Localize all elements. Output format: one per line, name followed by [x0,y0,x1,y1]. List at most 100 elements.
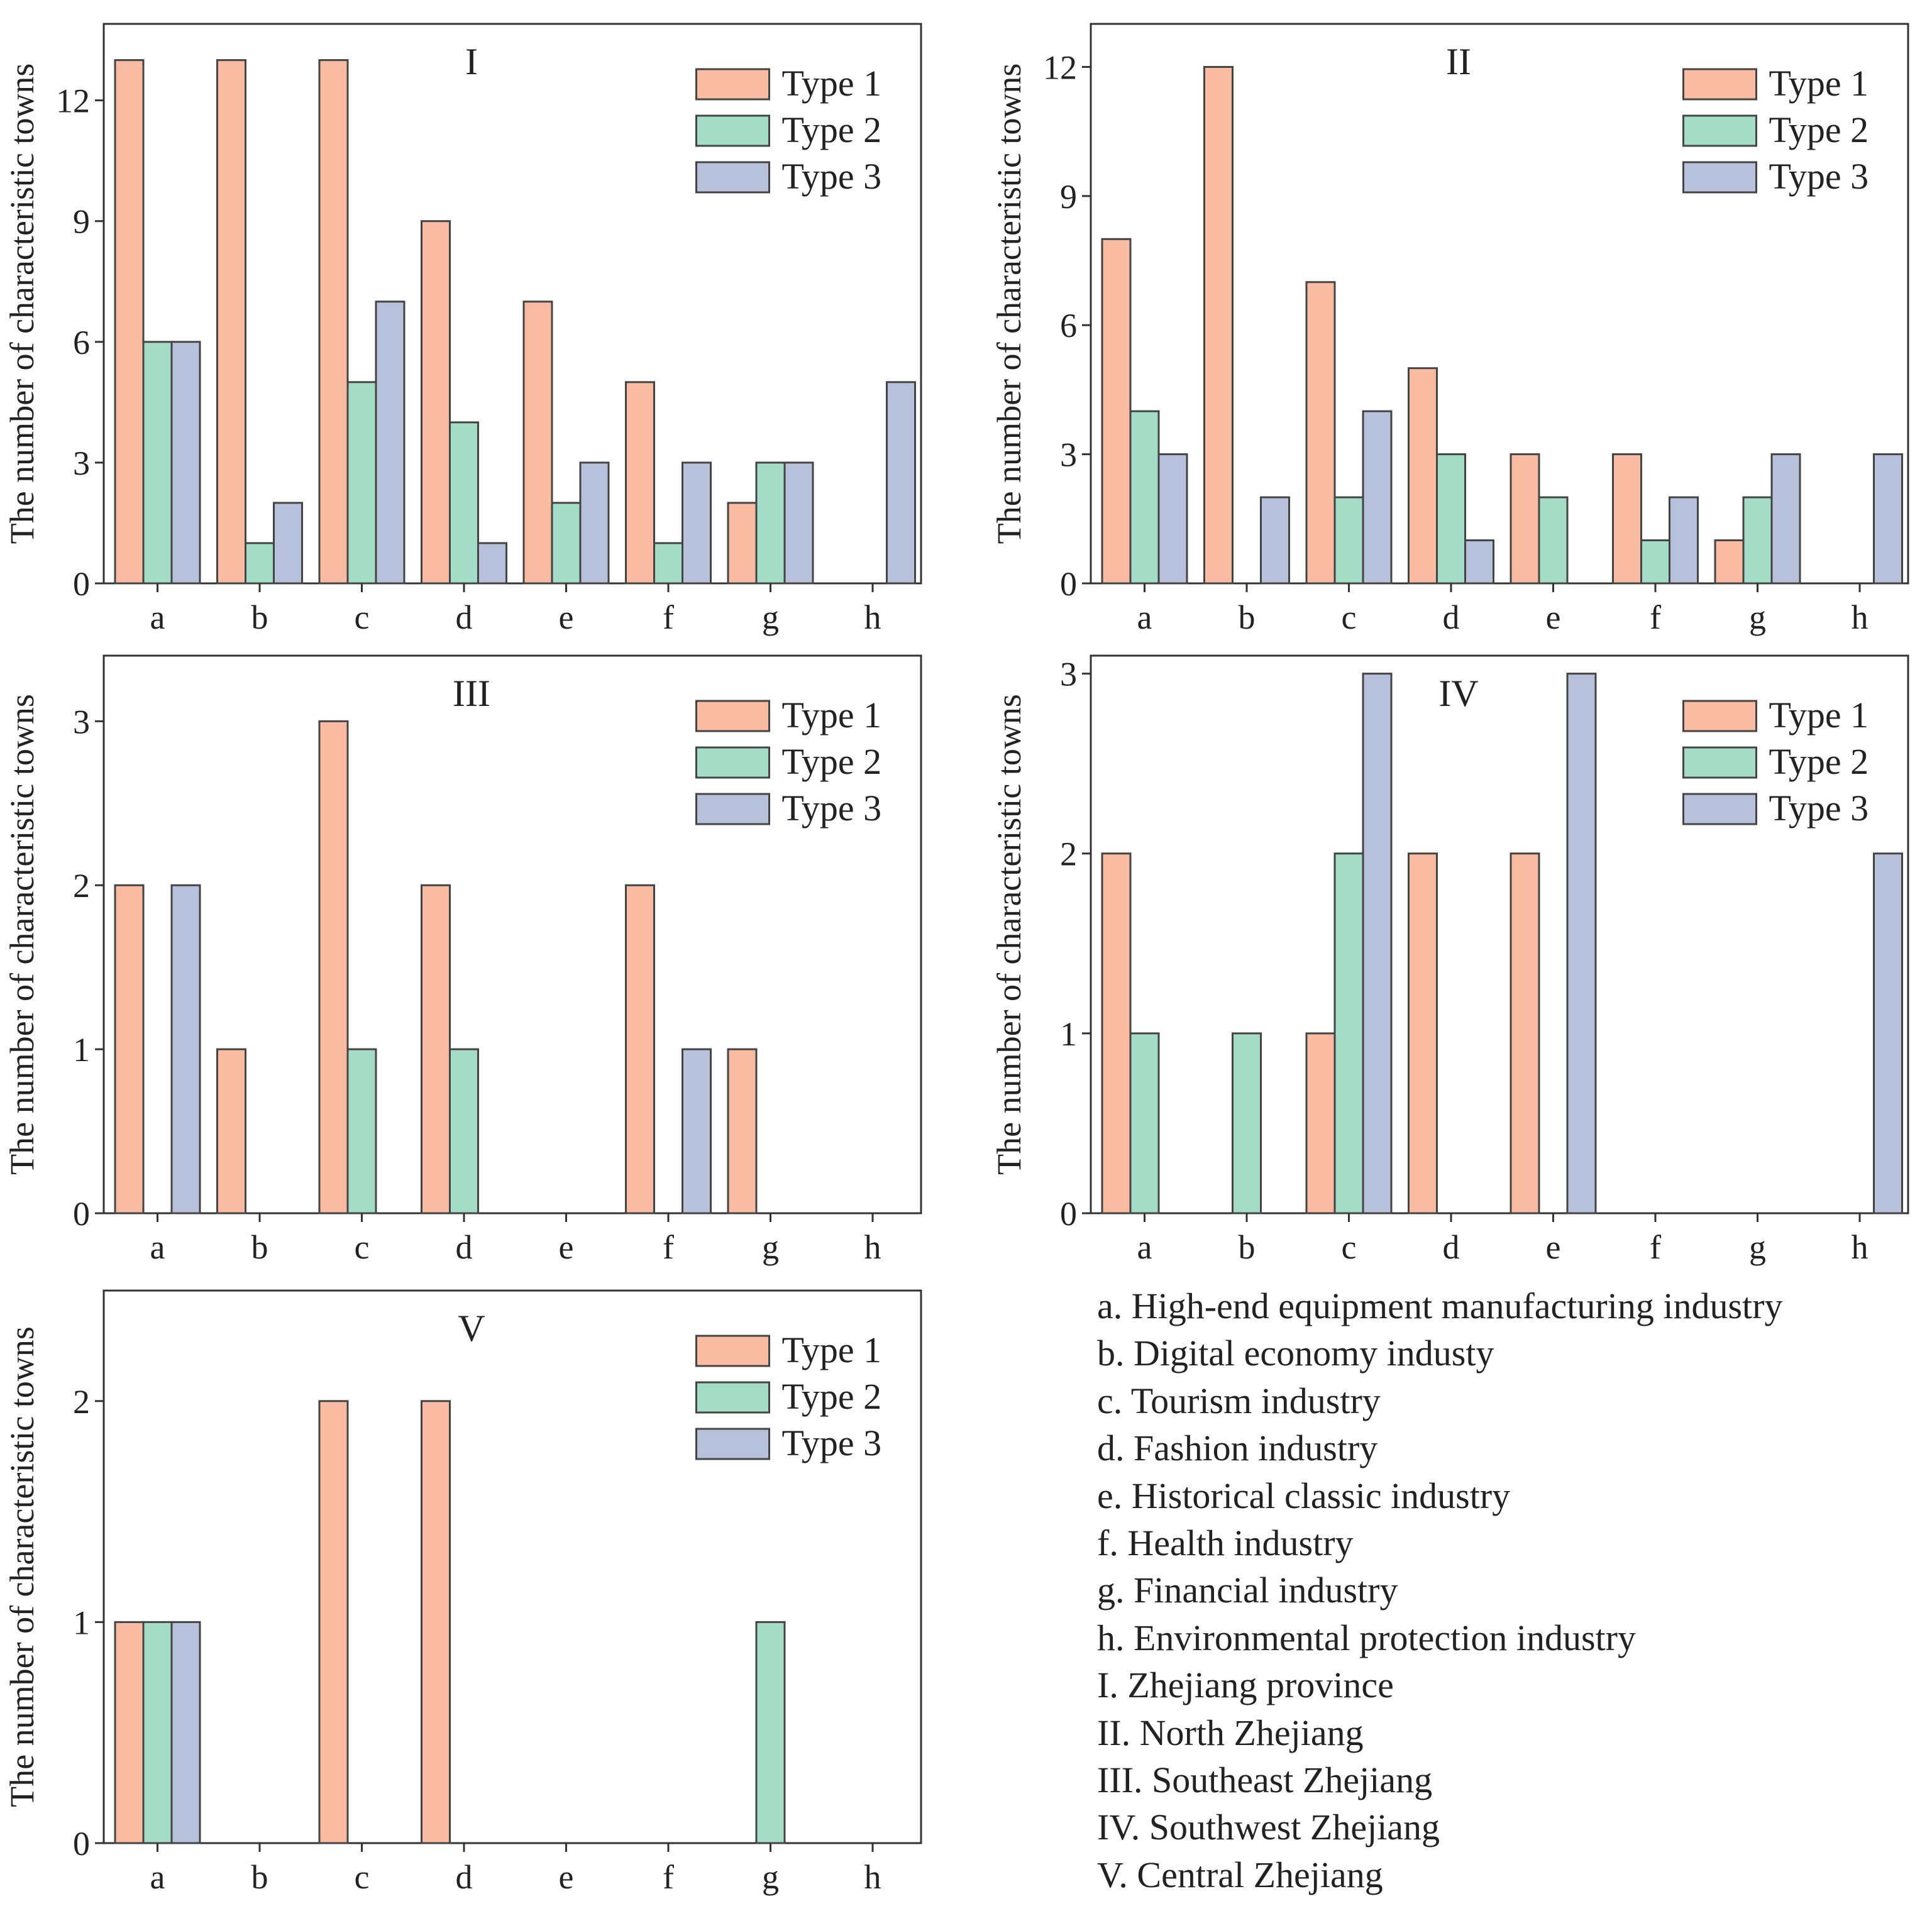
panel-2-y-axis-label: The number of characteristic towns [990,63,1028,544]
panel-5: 0 1 2 The number of characteristic towns a b c… [3,1289,922,1896]
panel-1-x-tick-label: a [150,598,165,636]
panel-4-bar-b-type2 [1232,1032,1262,1214]
panel-5-bar-a-type1 [114,1621,145,1844]
panel-4-legend-swatch-type3 [1682,793,1757,825]
panel-5-x-tick-label: d [456,1858,473,1896]
panel-2-x-tick-label: e [1546,598,1561,636]
panel-4-x-tick-label: g [1749,1228,1766,1266]
panel-5-x-tick-label: g [762,1858,779,1896]
panel-3-x-tick-label: d [456,1228,473,1266]
panel-4-x-tick-label: c [1342,1228,1357,1266]
panel-2-bar-g-type2 [1742,496,1773,585]
panel-1-bar-g-type3 [783,461,814,585]
panel-3-x-tick-label: e [559,1228,574,1266]
panel-2-y-tick-label: 0 [1060,565,1077,603]
key-item-c: c. Tourism industry [1097,1380,1381,1421]
panel-2-bar-c-type1 [1305,281,1336,585]
panel-1-bar-c-type1 [318,59,349,585]
panel-2-bar-a-type3 [1157,453,1188,585]
panel-5-y-tick-label: 1 [73,1604,90,1641]
panel-2-bar-d-type3 [1464,539,1494,585]
panel-4-bar-c-type2 [1333,852,1364,1214]
panel-1-y-tick-label: 9 [73,203,90,241]
key-item-region-1: I. Zhejiang province [1097,1665,1394,1706]
panel-1-title: I [465,41,478,82]
panel-5-legend-label-type2: Type 2 [782,1376,882,1417]
key-item-h: h. Environmental protection industry [1097,1617,1636,1658]
panel-1-bar-d-type2 [449,421,479,585]
panel-2-bar-d-type2 [1436,453,1466,585]
panel-2-bar-c-type2 [1333,496,1364,585]
panel-3-x-tick-label: c [355,1228,370,1266]
panel-5-bar-a-type2 [142,1621,173,1844]
panel-3-frame [102,654,922,1214]
panel-2-legend-swatch-type1 [1682,68,1757,101]
panel-1-x-tick-label: g [762,598,779,636]
panel-2-title: II [1446,41,1471,82]
panel-1-bar-c-type2 [346,381,377,585]
panel-4-x-tick-label: f [1650,1228,1661,1266]
panel-1-bar-a-type2 [142,341,173,585]
panel-1-bar-e-type2 [551,502,582,585]
panel-1-bar-d-type1 [421,220,451,585]
panel-1-bar-g-type1 [727,502,758,585]
panel-1-legend-label-type1: Type 1 [782,63,882,104]
panel-4-x-tick-label: e [1546,1228,1561,1266]
panel-1-bar-f-type3 [682,461,712,585]
panel-3-legend-label-type3: Type 3 [782,788,882,829]
key-item-d: d. Fashion industry [1097,1428,1378,1469]
panel-1-bar-f-type2 [653,542,683,585]
panel-5-bar-g-type2 [755,1621,786,1844]
panel-3-bar-a-type1 [114,884,145,1214]
panel-3-bar-c-type2 [346,1048,377,1214]
panel-1-bar-e-type3 [579,461,610,585]
panel-1-bar-g-type2 [755,461,786,585]
panel-3-bar-f-type3 [682,1048,712,1214]
panel-2: 0 3 6 9 12 The number of characteristic towns… [990,23,1909,636]
panel-1-y-tick-label: 6 [73,324,90,361]
panel-4-legend-label-type3: Type 3 [1769,788,1869,829]
panel-2-x-tick-label: f [1650,598,1661,636]
panel-2-bar-a-type2 [1129,410,1160,585]
panel-3-legend-label-type2: Type 2 [782,741,882,782]
panel-3-bar-c-type1 [318,720,349,1214]
panel-2-y-tick-label: 12 [1043,48,1077,86]
panel-2-y-tick-label: 3 [1060,436,1077,474]
panel-5-y-tick-label: 2 [73,1383,90,1421]
panel-3-legend-swatch-type1 [695,700,770,732]
panel-2-legend-label-type3: Type 3 [1769,156,1869,197]
panel-2-bar-g-type3 [1770,453,1801,585]
panel-3: 0 1 2 3 The number of characteristic towns a b… [3,654,922,1266]
panel-4-legend-label-type1: Type 1 [1769,695,1869,735]
key-item-a: a. High-end equipment manufacturing indu… [1097,1286,1783,1326]
panel-1-y-tick-label: 3 [73,444,90,482]
panel-5-x-tick-label: c [355,1858,370,1896]
panel-5-x-tick-label: h [864,1858,881,1896]
panel-2-y-tick-label: 6 [1060,307,1077,344]
panel-3-y-tick-label: 3 [73,703,90,741]
panel-4-y-tick-label: 0 [1060,1195,1077,1233]
panel-1-y-tick-label: 0 [73,565,90,603]
panel-2-x-tick-label: g [1749,598,1766,636]
panel-3-bar-g-type1 [727,1048,758,1214]
panel-2-x-tick-label: h [1852,598,1869,636]
panel-5-x-tick-label: b [251,1858,268,1896]
panel-4-x-tick-label: d [1443,1228,1460,1266]
panel-4-y-tick-label: 1 [1060,1015,1077,1053]
panel-5-x-tick-label: a [150,1858,165,1896]
panel-3-title: III [453,673,490,714]
panel-1-legend-label-type3: Type 3 [782,156,882,197]
panel-2-x-tick-label: a [1137,598,1152,636]
panel-4-y-tick-label: 3 [1060,656,1077,693]
panel-2-bar-f-type2 [1640,539,1670,585]
panel-3-x-tick-label: a [150,1228,165,1266]
panel-2-bar-c-type3 [1362,410,1393,585]
panel-4-x-tick-label: h [1852,1228,1869,1266]
panel-1-bar-c-type3 [375,300,406,585]
panel-2-bar-b-type3 [1260,496,1290,585]
panel-4-bar-e-type1 [1510,852,1540,1214]
panel-1-bar-e-type1 [522,300,553,585]
panel-3-legend-swatch-type2 [695,746,770,779]
key-item-region-5: V. Central Zhejiang [1097,1854,1383,1895]
panel-3-bar-d-type1 [421,884,451,1214]
